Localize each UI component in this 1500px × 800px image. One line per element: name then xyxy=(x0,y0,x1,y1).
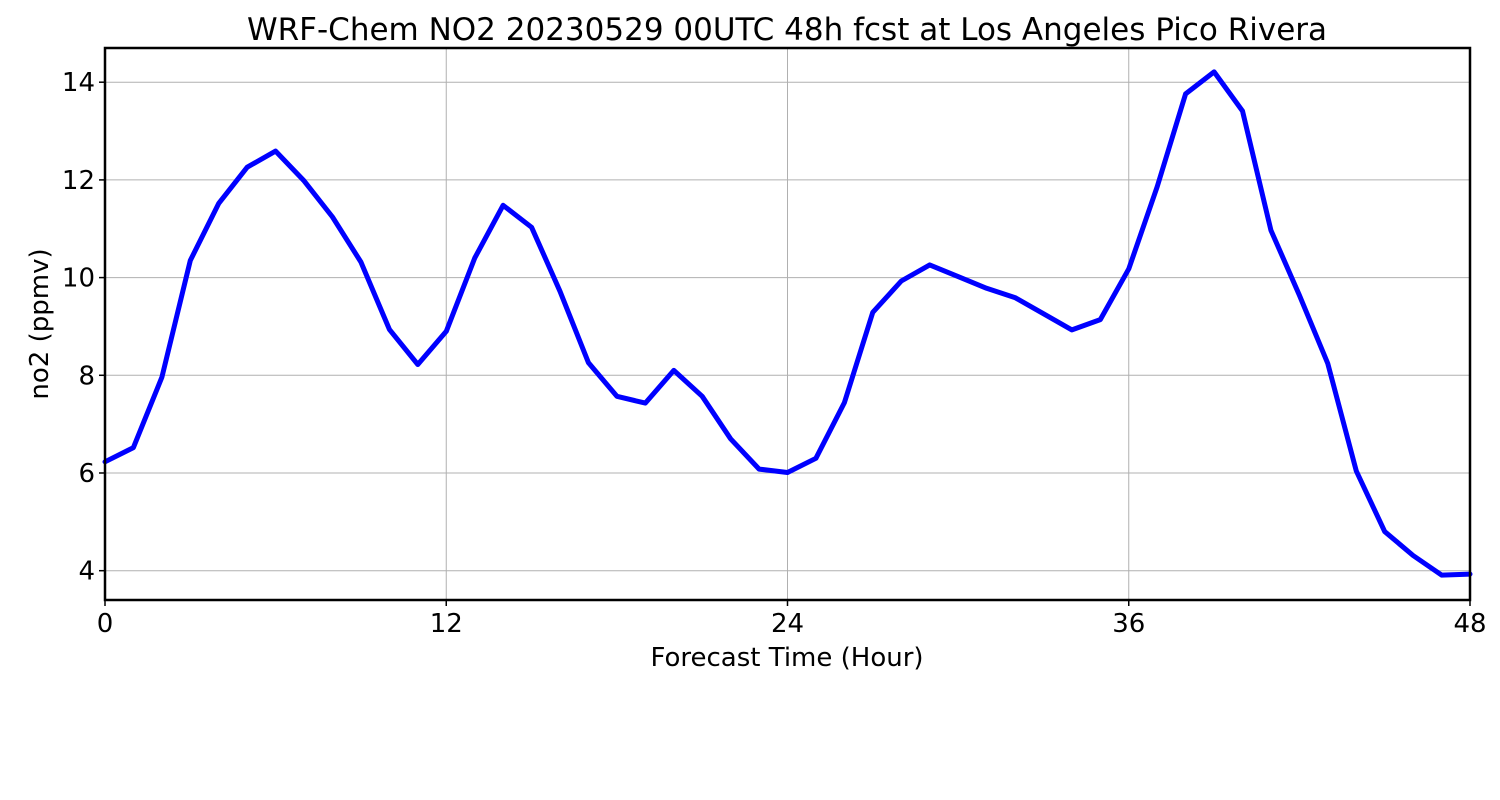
plot-frame xyxy=(103,46,1472,602)
x-tick-label: 24 xyxy=(771,609,804,639)
series-line xyxy=(102,69,1473,578)
x-axis-ticks: 0 12 24 36 48 xyxy=(97,600,1487,639)
y-axis-label: no2 (ppmv) xyxy=(25,248,55,399)
grid-lines xyxy=(105,48,1470,600)
chart-title: WRF-Chem NO2 20230529 00UTC 48h fcst at … xyxy=(247,12,1327,48)
x-tick-label: 0 xyxy=(97,609,114,639)
y-tick-label: 4 xyxy=(78,557,95,587)
y-tick-label: 12 xyxy=(62,166,95,196)
y-tick-label: 14 xyxy=(62,68,95,98)
series-layer xyxy=(102,69,1473,578)
x-tick-label: 12 xyxy=(430,609,463,639)
y-tick-label: 8 xyxy=(78,361,95,391)
y-tick-label: 10 xyxy=(62,264,95,294)
x-tick-label: 36 xyxy=(1112,609,1145,639)
x-tick-label: 48 xyxy=(1453,609,1486,639)
x-axis-label: Forecast Time (Hour) xyxy=(650,643,923,673)
y-axis-ticks: 4 6 8 10 12 14 xyxy=(62,68,105,587)
y-tick-label: 6 xyxy=(78,459,95,489)
